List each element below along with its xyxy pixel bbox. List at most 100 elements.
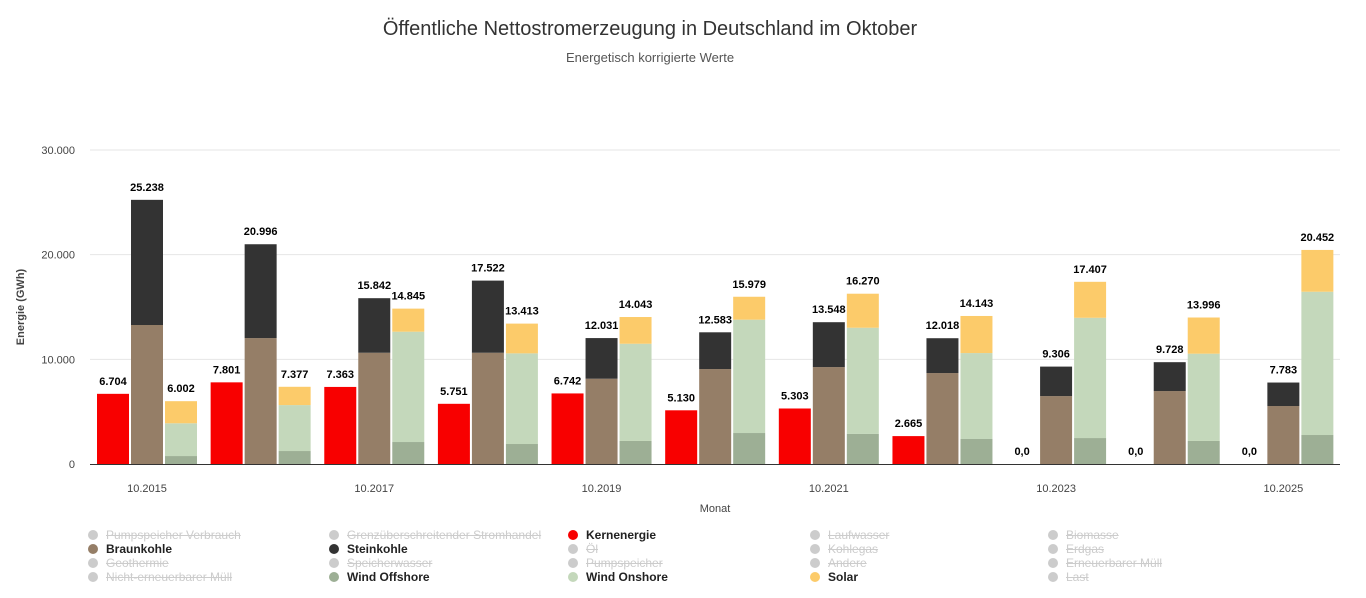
legend-dot-icon <box>810 558 820 568</box>
bar-solar[interactable] <box>392 308 425 332</box>
bar-wind-onshore[interactable] <box>1074 317 1107 439</box>
bar-kernenergie[interactable] <box>324 386 357 464</box>
bar-wind-onshore[interactable] <box>733 319 766 434</box>
legend-item[interactable]: Andere <box>810 556 1048 570</box>
legend-item[interactable]: Grenzüberschreitender Stromhandel <box>329 528 568 542</box>
bar-wind-offshore[interactable] <box>278 451 311 464</box>
bar-steinkohle[interactable] <box>358 298 391 353</box>
bar-wind-onshore[interactable] <box>1187 353 1220 441</box>
data-label: 14.143 <box>960 298 994 310</box>
legend-item[interactable]: Geothermie <box>88 556 329 570</box>
bar-kernenergie[interactable] <box>210 382 243 464</box>
bar-solar[interactable] <box>846 293 879 328</box>
legend-label: Wind Offshore <box>347 570 430 584</box>
bar-wind-onshore[interactable] <box>960 353 993 439</box>
bar-wind-offshore[interactable] <box>392 442 425 464</box>
bar-steinkohle[interactable] <box>1267 382 1300 407</box>
legend-item[interactable]: Wind Offshore <box>329 570 568 584</box>
bar-kernenergie[interactable] <box>437 403 470 464</box>
bar-steinkohle[interactable] <box>1040 366 1073 397</box>
bar-braunkohle[interactable] <box>1040 396 1073 464</box>
legend-dot-icon <box>568 530 578 540</box>
bar-steinkohle[interactable] <box>699 332 732 370</box>
bar-wind-onshore[interactable] <box>1301 291 1334 436</box>
bar-braunkohle[interactable] <box>1153 391 1186 464</box>
bar-wind-onshore[interactable] <box>619 343 652 441</box>
bar-solar[interactable] <box>1074 281 1107 318</box>
bar-wind-offshore[interactable] <box>619 440 652 464</box>
legend-item[interactable]: Biomasse <box>1048 528 1248 542</box>
bar-braunkohle[interactable] <box>358 352 391 464</box>
legend-item[interactable]: Laufwasser <box>810 528 1048 542</box>
legend-item[interactable]: Kernenergie <box>568 528 810 542</box>
legend-dot-icon <box>568 558 578 568</box>
legend-item[interactable]: Kohlegas <box>810 542 1048 556</box>
bar-braunkohle[interactable] <box>699 369 732 464</box>
legend-item[interactable]: Öl <box>568 542 810 556</box>
bar-steinkohle[interactable] <box>812 322 845 368</box>
data-label: 5.130 <box>667 392 695 404</box>
legend-item[interactable]: Braunkohle <box>88 542 329 556</box>
legend-item[interactable]: Erdgas <box>1048 542 1248 556</box>
bar-braunkohle[interactable] <box>1267 406 1300 464</box>
y-tick-label: 0 <box>69 459 75 471</box>
legend-dot-icon <box>1048 572 1058 582</box>
data-label: 7.377 <box>281 369 309 381</box>
bar-braunkohle[interactable] <box>131 325 163 464</box>
bar-wind-offshore[interactable] <box>1301 435 1334 464</box>
bar-braunkohle[interactable] <box>585 378 618 464</box>
legend-item[interactable]: Erneuerbarer Müll <box>1048 556 1248 570</box>
bar-wind-offshore[interactable] <box>505 444 538 464</box>
bar-braunkohle[interactable] <box>244 338 277 464</box>
bar-braunkohle[interactable] <box>926 373 959 464</box>
bar-wind-onshore[interactable] <box>278 405 311 452</box>
bar-wind-onshore[interactable] <box>846 327 879 434</box>
bar-solar[interactable] <box>278 386 311 406</box>
bar-solar[interactable] <box>165 401 197 424</box>
data-label: 9.306 <box>1042 349 1070 361</box>
data-label: 25.238 <box>130 182 164 194</box>
bar-kernenergie[interactable] <box>97 393 129 464</box>
legend-item[interactable]: Pumpspeicher Verbrauch <box>88 528 329 542</box>
bar-wind-onshore[interactable] <box>165 423 197 457</box>
bar-solar[interactable] <box>1301 249 1334 292</box>
legend-label: Öl <box>586 542 598 556</box>
bar-steinkohle[interactable] <box>585 338 618 379</box>
data-label: 13.996 <box>1187 300 1221 312</box>
bar-wind-offshore[interactable] <box>733 433 766 464</box>
legend-item[interactable]: Steinkohle <box>329 542 568 556</box>
bar-solar[interactable] <box>960 315 993 354</box>
bar-solar[interactable] <box>733 296 766 320</box>
bar-solar[interactable] <box>619 317 652 344</box>
bar-wind-offshore[interactable] <box>1074 438 1107 464</box>
bar-braunkohle[interactable] <box>471 352 504 464</box>
bar-wind-offshore[interactable] <box>846 433 879 464</box>
legend-item[interactable]: Solar <box>810 570 1048 584</box>
bar-wind-offshore[interactable] <box>165 456 197 464</box>
bar-wind-offshore[interactable] <box>1187 440 1220 464</box>
bar-steinkohle[interactable] <box>131 199 163 326</box>
bar-kernenergie[interactable] <box>665 410 698 464</box>
bar-kernenergie[interactable] <box>778 408 811 464</box>
x-tick-label: 10.2019 <box>582 483 622 495</box>
bar-kernenergie[interactable] <box>551 393 584 464</box>
bar-wind-onshore[interactable] <box>505 353 538 445</box>
legend-item[interactable]: Last <box>1048 570 1248 584</box>
bar-wind-onshore[interactable] <box>392 331 425 443</box>
bar-steinkohle[interactable] <box>1153 362 1186 392</box>
bar-solar[interactable] <box>1187 317 1220 354</box>
bar-steinkohle[interactable] <box>244 244 277 339</box>
bar-steinkohle[interactable] <box>471 280 504 353</box>
bar-solar[interactable] <box>505 323 538 354</box>
bar-wind-offshore[interactable] <box>960 438 993 464</box>
bar-braunkohle[interactable] <box>812 367 845 464</box>
legend-item[interactable]: Nicht-erneuerbarer Müll <box>88 570 329 584</box>
legend-dot-icon <box>1048 558 1058 568</box>
legend-item[interactable]: Speicherwasser <box>329 556 568 570</box>
legend-item[interactable]: Wind Onshore <box>568 570 810 584</box>
bar-steinkohle[interactable] <box>926 338 959 374</box>
legend-dot-icon <box>568 544 578 554</box>
bar-kernenergie[interactable] <box>892 436 925 464</box>
data-label: 5.303 <box>781 390 809 402</box>
legend-item[interactable]: Pumpspeicher <box>568 556 810 570</box>
